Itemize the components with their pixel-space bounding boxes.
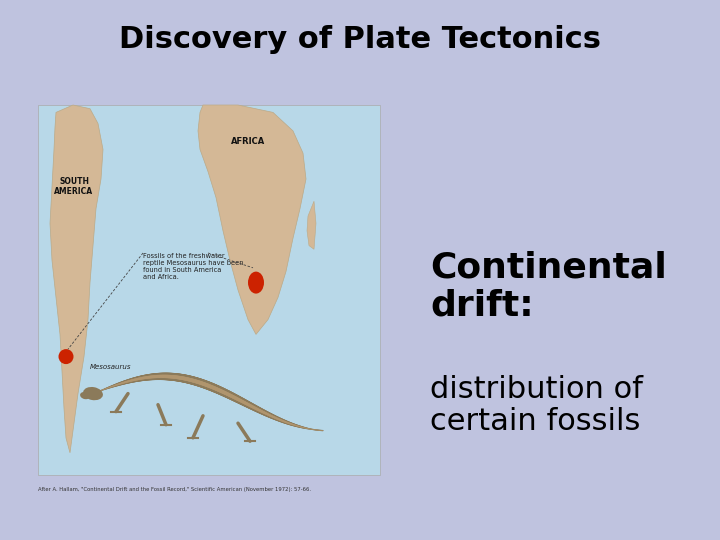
Text: Continental
drift:: Continental drift: [430,250,667,322]
Circle shape [58,349,73,364]
Text: Mesosaurus: Mesosaurus [90,364,132,370]
Ellipse shape [80,392,90,399]
Text: distribution of
certain fossils: distribution of certain fossils [430,375,643,436]
Bar [38,105,380,475]
Polygon shape [50,105,103,453]
Text: AFRICA: AFRICA [231,138,265,146]
Text: SOUTH
AMERICA: SOUTH AMERICA [55,177,94,196]
Ellipse shape [83,387,103,400]
Text: Fossils of the freshwater
reptile Mesosaurus have been
found in South America
an: Fossils of the freshwater reptile Mesosa… [143,253,243,280]
Text: After A. Hallam, "Continental Drift and the Fossil Record," Scientific American : After A. Hallam, "Continental Drift and … [38,487,311,492]
Polygon shape [198,105,306,334]
Ellipse shape [248,272,264,294]
Text: Discovery of Plate Tectonics: Discovery of Plate Tectonics [119,25,601,54]
Polygon shape [307,201,316,249]
